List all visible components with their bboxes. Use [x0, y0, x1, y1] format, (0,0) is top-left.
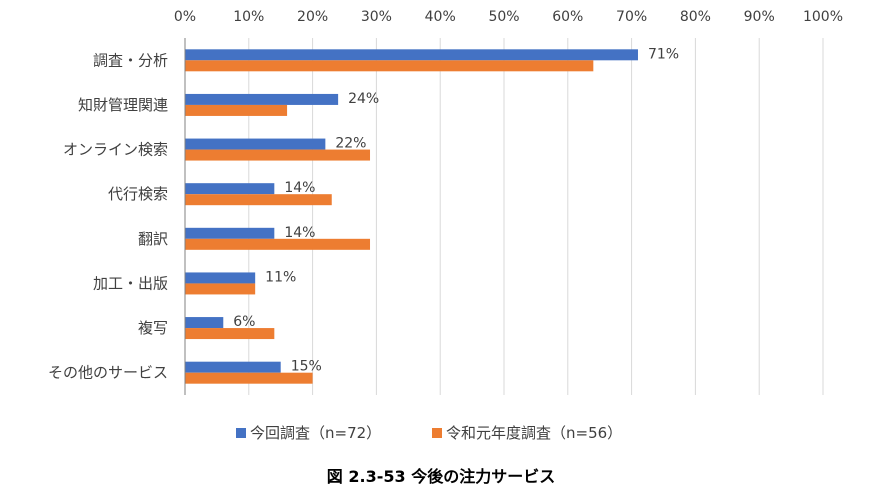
- x-tick-label: 30%: [361, 9, 392, 25]
- bar-previous: [185, 60, 594, 72]
- x-tick-label: 80%: [680, 9, 711, 25]
- x-tick-label: 100%: [803, 9, 843, 25]
- category-label: 知財管理関連: [78, 96, 168, 114]
- data-label: 24%: [348, 91, 379, 107]
- bar-current: [185, 138, 326, 150]
- x-tick-label: 10%: [233, 9, 264, 25]
- data-label: 71%: [648, 46, 679, 62]
- legend: 今回調査（n=72） 令和元年度調査（n=56）: [236, 424, 622, 442]
- bar-current: [185, 361, 281, 373]
- data-label: 6%: [233, 314, 255, 330]
- category-label: 調査・分析: [93, 51, 168, 69]
- data-label: 11%: [265, 269, 296, 285]
- legend-swatch: [236, 428, 246, 438]
- x-tick-label: 60%: [552, 9, 583, 25]
- figure-caption: 図 2.3-53 今後の注力サービス: [327, 467, 555, 486]
- bar-current: [185, 272, 256, 284]
- x-tick-label: 0%: [174, 9, 196, 25]
- bar-current: [185, 183, 275, 195]
- bar-previous: [185, 194, 332, 206]
- data-labels: 71% 24% 22% 14% 14% 11% 6% 15%: [233, 46, 679, 374]
- data-label: 14%: [284, 225, 315, 241]
- x-tick-label: 20%: [297, 9, 328, 25]
- x-tick-label: 40%: [425, 9, 456, 25]
- x-tick-label: 50%: [488, 9, 519, 25]
- category-label: 翻訳: [138, 230, 168, 248]
- category-label: 複写: [138, 319, 168, 337]
- bar-previous: [185, 238, 371, 250]
- category-label: その他のサービス: [48, 364, 168, 382]
- legend-label: 令和元年度調査（n=56）: [446, 424, 622, 442]
- data-label: 14%: [284, 180, 315, 196]
- data-label: 22%: [335, 136, 366, 152]
- bar-previous: [185, 104, 288, 116]
- category-label: オンライン検索: [63, 141, 168, 159]
- legend-swatch: [432, 428, 442, 438]
- bar-current: [185, 93, 339, 105]
- category-label: 加工・出版: [93, 274, 168, 292]
- category-label: 代行検索: [108, 185, 168, 203]
- x-tick-label: 90%: [744, 9, 775, 25]
- bar-previous: [185, 149, 371, 161]
- bar-previous: [185, 283, 256, 295]
- bar-current: [185, 317, 224, 329]
- bar-current: [185, 227, 275, 239]
- bar-previous: [185, 372, 313, 384]
- bars: [185, 49, 638, 384]
- gridlines: [248, 38, 824, 395]
- bar-previous: [185, 328, 275, 340]
- legend-label: 今回調査（n=72）: [250, 424, 381, 442]
- x-axis-ticks: 0% 10% 20% 30% 40% 50% 60% 70% 80% 90% 100%: [174, 9, 843, 25]
- x-tick-label: 70%: [616, 9, 647, 25]
- bar-current: [185, 49, 638, 61]
- data-label: 15%: [291, 359, 322, 375]
